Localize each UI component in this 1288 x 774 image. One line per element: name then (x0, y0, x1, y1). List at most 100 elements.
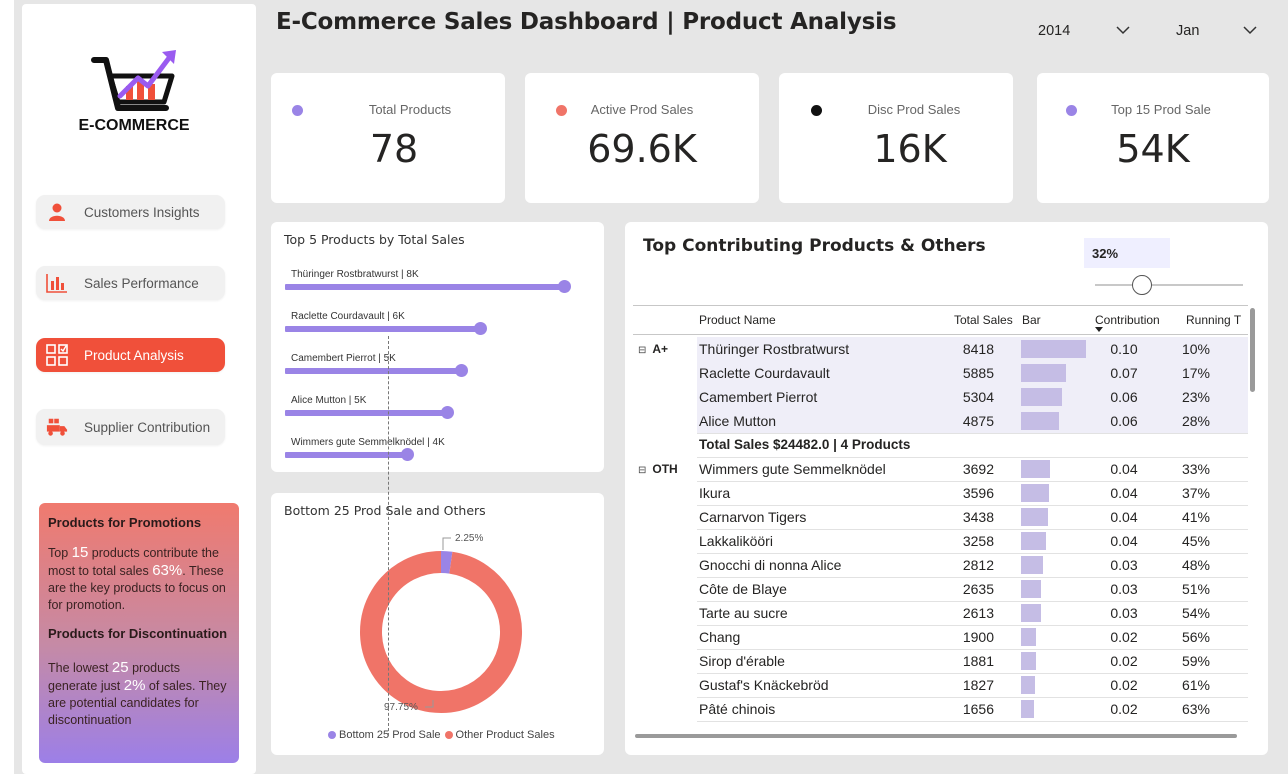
donut-slice-bottom-25[interactable] (440, 551, 453, 574)
threshold-slider-track[interactable] (1095, 284, 1243, 286)
kpi-label: Disc Prod Sales (867, 102, 961, 117)
col-contribution[interactable]: Contribution (1095, 313, 1160, 327)
table-row[interactable]: Raclette Courdavault 5885 0.07 17% (633, 361, 1248, 385)
row-divider (697, 481, 1248, 482)
leader-line (425, 700, 434, 708)
top5-bar-end-dot (558, 280, 571, 293)
col-total-sales[interactable]: Total Sales (954, 313, 1013, 327)
nav-supplier-contribution[interactable]: Supplier Contribution (36, 409, 225, 445)
table-row[interactable]: Chang 1900 0.02 56% (633, 625, 1248, 649)
kpi-value: 16K (873, 127, 947, 171)
cell-contribution: 0.03 (1110, 581, 1138, 597)
cell-running-total: 63% (1181, 701, 1211, 717)
row-divider (697, 721, 1248, 722)
table-row[interactable]: Ikura 3596 0.04 37% (633, 481, 1248, 505)
group-header-a-plus[interactable]: ⊟ A+ (638, 342, 668, 356)
cell-total-sales: 5885 (962, 365, 994, 381)
col-product-name[interactable]: Product Name (699, 313, 776, 327)
table-row[interactable]: Camembert Pierrot 5304 0.06 23% (633, 385, 1248, 409)
row-divider (697, 577, 1248, 578)
top5-bar[interactable] (285, 368, 461, 374)
top5-bar[interactable] (285, 326, 481, 332)
contribution-table-panel (625, 222, 1268, 755)
table-row[interactable]: Côte de Blaye 2635 0.03 51% (633, 577, 1248, 601)
shopping-cart-logo-icon (91, 50, 176, 111)
collapse-icon[interactable]: ⊟ (638, 345, 647, 356)
donut-slice-other[interactable] (360, 551, 522, 713)
promotions-heading: Products for Promotions (48, 515, 202, 530)
cell-bar (1021, 604, 1042, 622)
cell-total-sales: 2635 (962, 581, 994, 597)
cell-total-sales: 5304 (962, 389, 994, 405)
kpi-dot (811, 105, 822, 116)
group-header-oth[interactable]: ⊟ OTH (638, 462, 678, 476)
nav-customers-insights[interactable]: Customers Insights (36, 195, 225, 229)
kpi-card-active-prod-sales: Active Prod Sales 69.6K (525, 73, 759, 203)
row-divider (697, 553, 1248, 554)
table-row[interactable]: Alice Mutton 4875 0.06 28% (633, 409, 1248, 433)
cell-running-total: 17% (1181, 365, 1211, 381)
top5-bar-label: Thüringer Rostbratwurst | 8K (291, 269, 419, 280)
table-row[interactable]: Lakkalikööri 3258 0.04 45% (633, 529, 1248, 553)
cell-running-total: 10% (1181, 341, 1211, 357)
page-title: E-Commerce Sales Dashboard | Product Ana… (276, 9, 897, 35)
cell-running-total: 54% (1181, 605, 1211, 621)
col-bar[interactable]: Bar (1022, 313, 1041, 327)
horizontal-scrollbar[interactable] (635, 734, 1237, 738)
table-row[interactable]: Thüringer Rostbratwurst 8418 0.10 10% (633, 337, 1248, 361)
table-row[interactable]: Wimmers gute Semmelknödel 3692 0.04 33% (633, 457, 1248, 481)
cell-total-sales: 3596 (962, 485, 994, 501)
donut-label-small: 2.25% (455, 533, 483, 544)
table-row[interactable]: Carnarvon Tigers 3438 0.04 41% (633, 505, 1248, 529)
table-row[interactable]: Pâté chinois 1656 0.02 63% (633, 697, 1248, 721)
top5-bar[interactable] (285, 410, 447, 416)
top5-bar-end-dot (454, 364, 468, 377)
col-running-total[interactable]: Running T (1186, 313, 1242, 327)
nav-sales-performance[interactable]: Sales Performance (36, 266, 225, 300)
nav-label: Customers Insights (84, 204, 200, 220)
top5-bar-end-dot (474, 322, 488, 335)
nav-label: Sales Performance (84, 275, 199, 291)
kpi-label: Total Products (368, 102, 452, 117)
top5-bar-label: Wimmers gute Semmelknödel | 4K (291, 437, 445, 448)
cell-total-sales: 4875 (962, 413, 994, 429)
table-row[interactable]: Gustaf's Knäckebröd 1827 0.02 61% (633, 673, 1248, 697)
cell-bar (1021, 676, 1036, 694)
cell-contribution: 0.02 (1110, 677, 1138, 693)
cell-product-name: Tarte au sucre (699, 605, 788, 621)
donut-legend: Bottom 25 Prod Sale Other Product Sales (328, 729, 555, 741)
top5-bar[interactable] (285, 452, 408, 458)
kpi-card-top-15-prod-sale: Top 15 Prod Sale 54K (1037, 73, 1269, 203)
legend-swatch (328, 731, 336, 739)
chevron-down-icon (1243, 26, 1257, 35)
row-divider (697, 625, 1248, 626)
table-row[interactable]: Sirop d'érable 1881 0.02 59% (633, 649, 1248, 673)
vertical-scrollbar[interactable] (1250, 308, 1255, 392)
cell-total-sales: 2812 (962, 557, 994, 573)
cell-running-total: 61% (1181, 677, 1211, 693)
top-count: 15 (71, 544, 89, 561)
month-value: Jan (1176, 23, 1200, 39)
top5-bar-end-dot (440, 406, 454, 419)
cell-bar (1021, 556, 1043, 574)
month-slicer[interactable]: Jan (1176, 17, 1266, 45)
cell-contribution: 0.07 (1110, 365, 1138, 381)
cell-contribution: 0.06 (1110, 389, 1138, 405)
legend-other: Other Product Sales (455, 729, 555, 741)
threshold-slider-handle[interactable] (1132, 275, 1152, 295)
top5-bar-label: Alice Mutton | 5K (291, 395, 367, 406)
table-row[interactable]: Gnocchi di nonna Alice 2812 0.03 48% (633, 553, 1248, 577)
cell-running-total: 28% (1181, 413, 1211, 429)
insights-panel: Products for Promotions Top 15 products … (39, 503, 239, 763)
cell-product-name: Thüringer Rostbratwurst (699, 341, 850, 357)
top5-bar[interactable] (285, 284, 564, 290)
kpi-card-disc-prod-sales: Disc Prod Sales 16K (779, 73, 1013, 203)
nav-label: Product Analysis (84, 347, 184, 363)
collapse-icon[interactable]: ⊟ (638, 465, 647, 476)
cell-total-sales: 3438 (962, 509, 994, 525)
cell-running-total: 37% (1181, 485, 1211, 501)
nav-product-analysis[interactable]: Product Analysis (36, 338, 225, 372)
cell-total-sales: 1900 (962, 629, 994, 645)
year-slicer[interactable]: 2014 (1038, 17, 1138, 45)
table-row[interactable]: Tarte au sucre 2613 0.03 54% (633, 601, 1248, 625)
